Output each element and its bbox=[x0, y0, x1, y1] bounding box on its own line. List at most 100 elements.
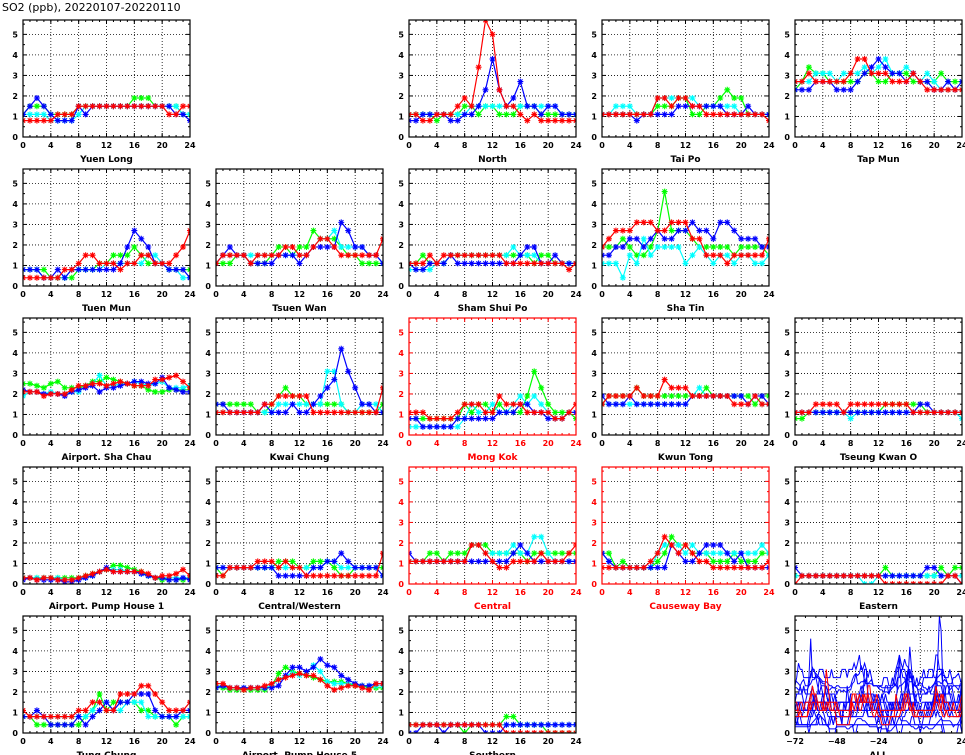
series-group bbox=[409, 713, 576, 733]
x-tick-label: 16 bbox=[901, 588, 913, 597]
data-point-g bbox=[482, 401, 489, 408]
data-point-g bbox=[366, 260, 373, 267]
data-point-b bbox=[875, 409, 882, 416]
data-point-b bbox=[745, 103, 752, 110]
plot-frame bbox=[22, 317, 191, 436]
data-point-r bbox=[47, 274, 54, 281]
data-point-r bbox=[240, 564, 247, 571]
data-point-c bbox=[689, 252, 696, 259]
data-point-r bbox=[310, 572, 317, 579]
data-point-r bbox=[710, 252, 717, 259]
data-point-r bbox=[240, 252, 247, 259]
data-point-r bbox=[282, 244, 289, 250]
data-point-g bbox=[33, 382, 40, 389]
data-point-b bbox=[938, 572, 945, 579]
data-point-b bbox=[503, 558, 510, 565]
data-point-r bbox=[703, 393, 710, 399]
data-point-g bbox=[68, 274, 75, 281]
data-point-r bbox=[131, 260, 138, 267]
x-tick-label: 24 bbox=[377, 737, 389, 746]
plot-area bbox=[602, 169, 769, 286]
data-point-c bbox=[152, 713, 159, 720]
data-point-r bbox=[840, 572, 847, 579]
x-tick-label: 24 bbox=[763, 439, 775, 448]
data-point-r bbox=[26, 574, 33, 581]
y-tick-label: 3 bbox=[398, 667, 404, 676]
data-point-r bbox=[626, 111, 633, 118]
plot-frame bbox=[408, 466, 577, 585]
data-point-r bbox=[159, 699, 166, 706]
data-point-r bbox=[668, 384, 675, 391]
data-point-r bbox=[612, 111, 619, 118]
data-point-r bbox=[552, 117, 559, 124]
x-tick-label: 12 bbox=[873, 141, 884, 150]
data-point-b bbox=[668, 235, 675, 242]
data-point-b bbox=[531, 244, 538, 250]
data-point-r bbox=[75, 382, 82, 389]
data-point-c bbox=[331, 368, 338, 375]
data-point-c bbox=[338, 680, 345, 687]
y-tick-label: 5 bbox=[398, 179, 404, 188]
data-point-r bbox=[461, 401, 468, 408]
data-point-r bbox=[226, 684, 233, 691]
data-point-c bbox=[275, 401, 282, 408]
data-point-r bbox=[661, 376, 668, 383]
data-point-b bbox=[110, 384, 117, 391]
y-tick-label: 2 bbox=[205, 688, 211, 697]
data-point-b bbox=[482, 260, 489, 267]
data-point-b bbox=[454, 415, 461, 422]
data-point-c bbox=[752, 260, 759, 267]
data-point-r bbox=[724, 111, 731, 118]
data-point-c bbox=[675, 542, 682, 548]
data-point-r bbox=[166, 111, 173, 118]
y-tick-label: 5 bbox=[784, 477, 790, 486]
data-point-r bbox=[124, 260, 131, 267]
data-point-r bbox=[433, 111, 440, 118]
data-point-r bbox=[152, 260, 159, 267]
data-point-b bbox=[703, 103, 710, 110]
data-point-b bbox=[717, 103, 724, 110]
y-tick-label: 3 bbox=[398, 369, 404, 378]
data-point-c bbox=[661, 542, 668, 548]
plot-frame bbox=[601, 466, 770, 585]
data-point-c bbox=[633, 260, 640, 267]
data-point-c bbox=[538, 533, 545, 540]
data-point-b bbox=[640, 401, 647, 408]
y-tick-label: 2 bbox=[591, 92, 597, 101]
data-point-r bbox=[759, 252, 766, 259]
data-point-b bbox=[675, 227, 682, 234]
data-point-c bbox=[924, 70, 931, 77]
data-point-r bbox=[531, 111, 538, 118]
data-point-r bbox=[366, 252, 373, 259]
data-point-b bbox=[426, 111, 433, 118]
data-point-c bbox=[531, 533, 538, 540]
x-tick-label: 16 bbox=[708, 290, 720, 299]
x-tick-label: 0 bbox=[792, 588, 798, 597]
y-tick-label: 4 bbox=[398, 51, 404, 60]
y-tick-label: 3 bbox=[205, 369, 211, 378]
data-point-b bbox=[338, 219, 345, 226]
data-point-r bbox=[482, 409, 489, 416]
data-point-r bbox=[552, 558, 559, 565]
data-point-g bbox=[703, 384, 710, 391]
data-point-r bbox=[482, 721, 489, 728]
data-point-r bbox=[482, 550, 489, 557]
plot-area bbox=[409, 20, 576, 137]
data-point-b bbox=[180, 574, 187, 581]
x-tick-label: 12 bbox=[487, 439, 498, 448]
data-point-g bbox=[938, 564, 945, 571]
data-point-b bbox=[152, 380, 159, 387]
y-tick-label: 2 bbox=[205, 539, 211, 548]
data-point-b bbox=[861, 409, 868, 416]
data-point-b bbox=[180, 111, 187, 118]
data-point-r bbox=[152, 103, 159, 110]
data-point-b bbox=[896, 70, 903, 77]
data-point-r bbox=[605, 111, 612, 118]
data-point-b bbox=[68, 117, 75, 124]
data-point-g bbox=[875, 78, 882, 85]
data-point-g bbox=[717, 558, 724, 565]
data-point-g bbox=[454, 550, 461, 557]
data-point-r bbox=[440, 252, 447, 259]
data-point-r bbox=[468, 721, 475, 728]
